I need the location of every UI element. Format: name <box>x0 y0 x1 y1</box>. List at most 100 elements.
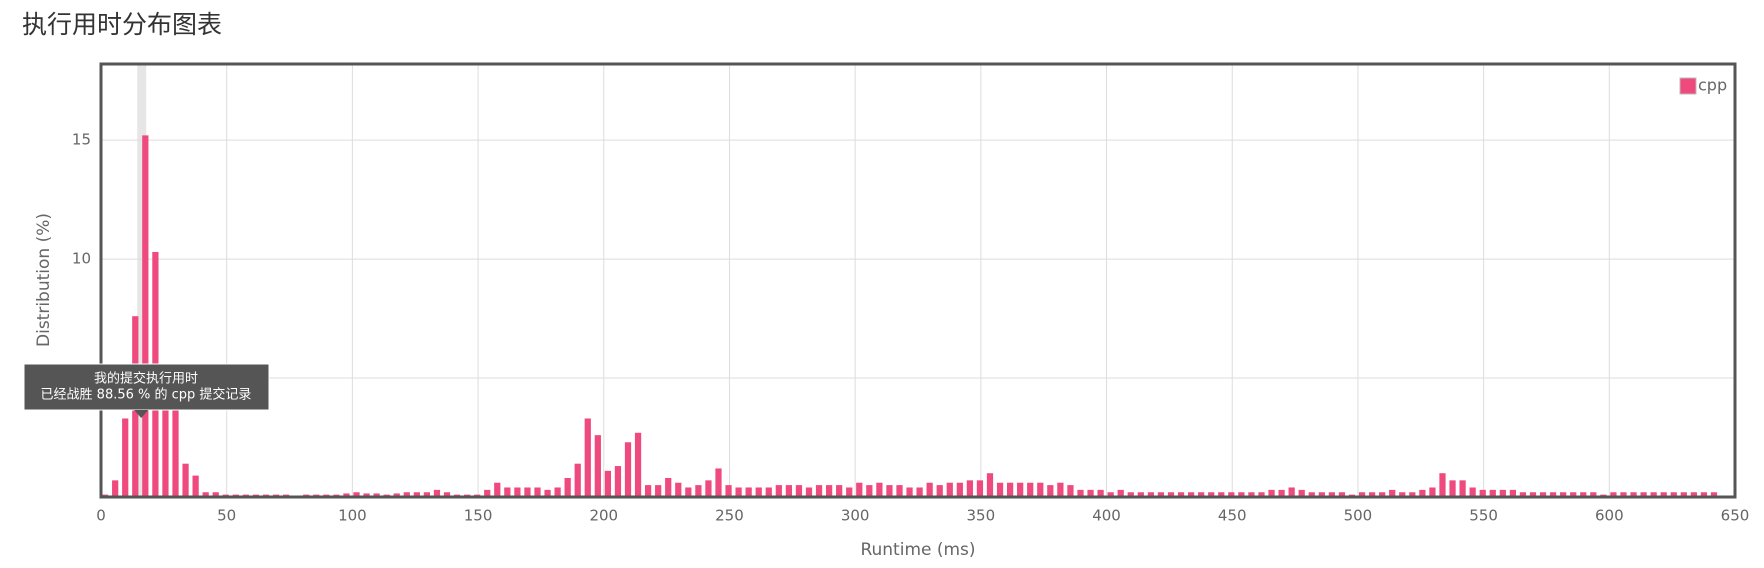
x-axis-label: Runtime (ms) <box>860 540 975 560</box>
bar <box>433 489 441 497</box>
bar <box>363 493 370 497</box>
bar <box>1198 492 1205 497</box>
bar <box>956 482 963 497</box>
bar <box>373 493 380 497</box>
bar <box>705 480 712 497</box>
bar <box>825 485 833 497</box>
bar <box>1700 492 1708 497</box>
bar <box>494 482 501 497</box>
bar <box>876 482 883 497</box>
bar <box>785 485 793 497</box>
bar <box>1318 492 1325 497</box>
bar <box>795 485 803 497</box>
bar <box>172 399 179 497</box>
bar <box>1389 489 1396 497</box>
x-tick-label: 0 <box>96 507 106 525</box>
bar <box>534 487 541 497</box>
bar <box>202 492 209 497</box>
bar <box>1560 492 1567 497</box>
bar <box>1690 492 1697 497</box>
bar <box>1238 492 1245 497</box>
bar <box>634 432 642 497</box>
tooltip-box <box>23 363 270 411</box>
bar <box>142 135 149 497</box>
x-tick-label: 550 <box>1469 507 1498 525</box>
bar <box>564 477 571 497</box>
x-tick-label: 350 <box>967 507 996 525</box>
bar <box>1449 480 1456 497</box>
bar <box>936 485 943 497</box>
bar <box>1127 492 1134 497</box>
bar <box>1137 492 1144 497</box>
bar <box>182 463 189 497</box>
bar <box>916 487 923 497</box>
bar <box>966 480 973 497</box>
bar <box>162 366 169 497</box>
bar <box>212 492 219 497</box>
x-tick-label: 250 <box>715 507 744 525</box>
bar <box>1037 482 1044 497</box>
x-tick-label: 200 <box>589 507 618 525</box>
bar <box>745 487 752 497</box>
bar <box>1419 489 1426 497</box>
bar <box>856 482 863 497</box>
bar <box>866 485 873 497</box>
bar <box>1328 492 1335 497</box>
bar <box>1479 489 1486 497</box>
y-axis-label: Distribution (%) <box>34 213 54 347</box>
bar <box>484 489 491 497</box>
bar <box>524 487 531 497</box>
legend-label: cpp <box>1698 76 1727 95</box>
bar <box>846 487 853 497</box>
bar <box>1167 492 1175 497</box>
bar <box>343 493 350 497</box>
bar <box>1147 492 1154 497</box>
bar <box>1107 492 1114 497</box>
x-tick-label: 150 <box>464 507 493 525</box>
bar <box>1539 492 1547 497</box>
bar <box>1489 489 1496 497</box>
bar <box>996 482 1004 497</box>
x-tick-label: 300 <box>841 507 870 525</box>
chart-title: 执行用时分布图表 <box>22 10 222 39</box>
bar <box>836 485 843 497</box>
bar <box>1097 489 1104 497</box>
bar <box>504 487 511 497</box>
bar <box>655 485 662 497</box>
bar <box>1509 489 1516 497</box>
bar <box>1439 473 1446 497</box>
bar <box>725 485 732 497</box>
bar <box>413 492 420 497</box>
bar <box>1670 492 1677 497</box>
bar <box>1077 489 1084 497</box>
bar <box>353 492 360 497</box>
bar <box>1338 492 1346 497</box>
bar <box>1017 482 1024 497</box>
bar <box>715 468 722 497</box>
tooltip-text: 我的提交执行用时 <box>94 371 198 387</box>
bar <box>1379 492 1386 497</box>
bar <box>946 482 953 497</box>
bar <box>1368 492 1376 497</box>
bar <box>1650 492 1657 497</box>
bar <box>1117 489 1124 497</box>
bar <box>443 492 451 497</box>
bar <box>1469 487 1476 497</box>
bar <box>624 442 632 497</box>
bar <box>1499 489 1506 497</box>
bar <box>423 492 431 497</box>
bar <box>986 473 994 497</box>
bar <box>1087 489 1094 497</box>
bar <box>1006 482 1014 497</box>
bar <box>594 435 601 497</box>
x-tick-label: 500 <box>1344 507 1373 525</box>
bar <box>1157 492 1165 497</box>
bar <box>1358 492 1366 497</box>
highlight-band <box>137 64 147 497</box>
bar <box>886 485 893 497</box>
bar <box>1067 485 1074 497</box>
bar <box>1660 492 1667 497</box>
bar <box>1208 492 1215 497</box>
bar <box>1288 487 1295 497</box>
